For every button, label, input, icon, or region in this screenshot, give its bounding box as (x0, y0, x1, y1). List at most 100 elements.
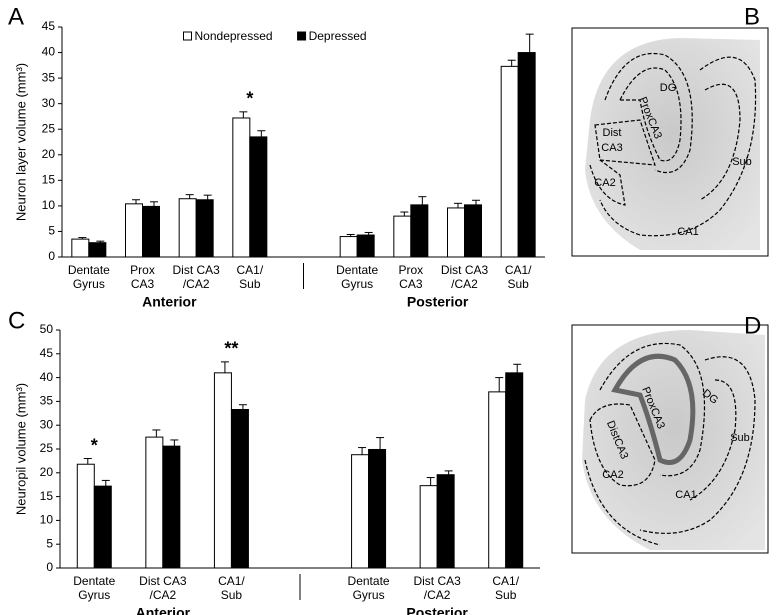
region-outline (619, 67, 682, 162)
legend-label: Nondepressed (195, 29, 273, 43)
region-label: CA3 (601, 142, 622, 154)
tissue (585, 38, 760, 250)
bar (71, 238, 90, 258)
y-tick-label: 30 (42, 96, 56, 110)
tissue (582, 330, 765, 550)
error-bar (346, 234, 355, 237)
y-tick-label: 20 (40, 465, 54, 479)
y-tick-label: 10 (40, 513, 54, 527)
bar (213, 372, 232, 569)
error-bar (358, 447, 367, 455)
x-tick-label: Gyrus (341, 277, 373, 291)
bar (351, 454, 370, 569)
bar (142, 205, 160, 258)
x-tick-label: CA1/ (236, 263, 263, 277)
y-tick-label: 5 (48, 224, 55, 238)
error-bar (400, 211, 409, 217)
y-tick-label: 15 (40, 489, 54, 503)
x-tick-label: Dentate (68, 263, 110, 277)
x-tick-label: CA1/ (218, 574, 245, 588)
bar (230, 408, 249, 569)
x-tick-label: Dist CA3 (413, 574, 461, 588)
x-tick-label: Prox (398, 263, 423, 277)
significance-marker: ** (224, 339, 238, 359)
region-outline (689, 379, 737, 501)
error-bar (238, 404, 247, 410)
region-label: Sub (730, 432, 750, 444)
region-outline (589, 403, 656, 487)
error-bar (525, 33, 534, 53)
y-tick-label: 5 (46, 536, 53, 550)
x-tick-label: Prox (130, 263, 155, 277)
region-outline (584, 459, 661, 546)
error-bar (101, 479, 110, 487)
x-tick-label: Dist CA3 (441, 263, 489, 277)
x-tick-label: Dist CA3 (172, 263, 220, 277)
y-tick-label: 35 (40, 394, 54, 408)
panel-label: C (8, 307, 25, 334)
bar (410, 204, 429, 258)
x-tick-label: Gyrus (73, 277, 105, 291)
bar (356, 234, 375, 258)
y-axis-label: Neuropil volume (mm³) (13, 383, 28, 515)
y-axis-label: Neuron layer volume (mm³) (13, 63, 28, 221)
significance-marker: * (246, 89, 253, 109)
y-tick-label: 45 (42, 19, 56, 33)
region-outline (604, 53, 693, 174)
x-tick-label: /CA2 (183, 277, 210, 291)
region-outline (599, 342, 706, 477)
group-label: Anterior (136, 605, 191, 615)
region-label: Sub (732, 156, 752, 168)
error-bar (239, 111, 248, 118)
error-bar (257, 130, 266, 137)
x-tick-label: Gyrus (78, 588, 110, 602)
error-bar (78, 237, 87, 240)
bar (447, 207, 465, 258)
bar (339, 236, 358, 258)
x-tick-label: Dentate (348, 574, 390, 588)
region-outline (699, 83, 741, 201)
error-bar (364, 231, 373, 236)
region-outline (599, 56, 757, 237)
error-bar (454, 202, 462, 208)
y-tick-label: 20 (42, 147, 56, 161)
bar (436, 474, 455, 569)
y-tick-label: 40 (42, 45, 56, 59)
error-bar (83, 458, 92, 465)
error-bar (150, 201, 158, 207)
x-tick-label: Gyrus (353, 588, 385, 602)
bar (88, 242, 107, 258)
error-bar (185, 194, 194, 199)
panel-label: B (744, 3, 760, 30)
region-outline (589, 159, 626, 206)
bar (145, 436, 164, 569)
region-outline (639, 356, 756, 534)
y-tick-label: 10 (42, 198, 56, 212)
bar (76, 463, 95, 569)
error-bar (495, 377, 504, 392)
region-label: CA1 (677, 226, 698, 238)
bar (368, 448, 387, 569)
bar (178, 198, 197, 258)
y-tick-label: 50 (40, 322, 54, 336)
bar (249, 136, 268, 258)
y-tick-label: 40 (40, 370, 54, 384)
y-tick-label: 0 (46, 560, 53, 574)
panel-label: A (8, 3, 24, 30)
bar (419, 485, 438, 569)
y-tick-label: 15 (42, 173, 56, 187)
error-bar (203, 194, 212, 200)
x-tick-label: Dentate (73, 574, 115, 588)
y-tick-label: 30 (40, 417, 54, 431)
legend-label: Depressed (309, 29, 367, 43)
bar (93, 485, 112, 569)
error-bar (472, 199, 480, 205)
region-label: DG (660, 82, 677, 94)
error-bar (170, 439, 179, 447)
x-tick-label: Sub (507, 277, 529, 291)
y-tick-label: 35 (42, 70, 56, 84)
error-bar (96, 240, 105, 243)
